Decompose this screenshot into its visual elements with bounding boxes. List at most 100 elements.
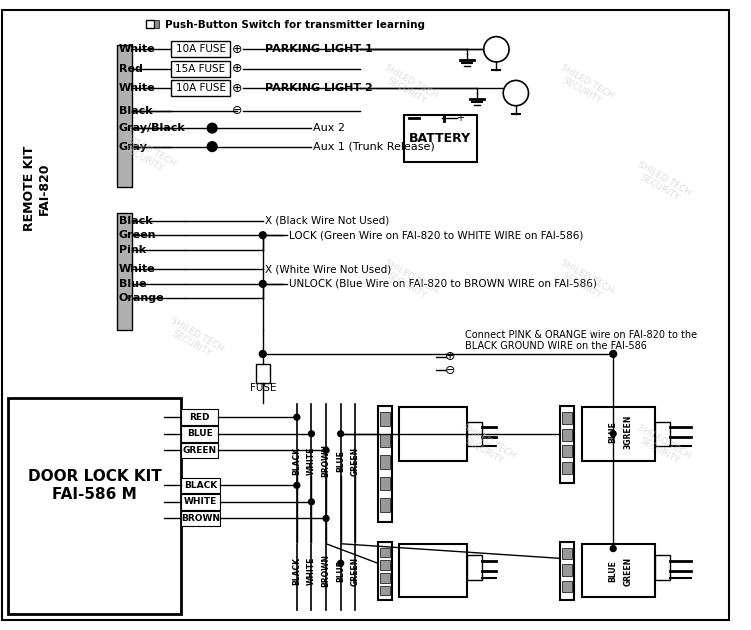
Text: Gray/Black: Gray/Black bbox=[119, 123, 185, 133]
Bar bbox=[655, 556, 670, 580]
Bar bbox=[467, 422, 482, 447]
Text: WHITE: WHITE bbox=[184, 497, 217, 507]
Bar bbox=[181, 442, 218, 458]
Circle shape bbox=[207, 123, 217, 133]
Text: BLUE: BLUE bbox=[609, 421, 617, 443]
Circle shape bbox=[259, 350, 266, 357]
Circle shape bbox=[484, 37, 509, 62]
Text: GREEN: GREEN bbox=[623, 556, 632, 585]
Text: BLACK GROUND WIRE on the FAI-586: BLACK GROUND WIRE on the FAI-586 bbox=[466, 341, 647, 351]
Text: White: White bbox=[119, 83, 155, 93]
Bar bbox=[562, 445, 572, 457]
Text: ⊕: ⊕ bbox=[232, 82, 243, 94]
Bar bbox=[379, 412, 391, 426]
Text: GREEN: GREEN bbox=[182, 446, 216, 455]
Circle shape bbox=[338, 431, 343, 437]
Bar bbox=[379, 573, 391, 583]
Text: 10A FUSE: 10A FUSE bbox=[176, 83, 225, 93]
Bar bbox=[117, 213, 132, 329]
Bar bbox=[379, 433, 391, 447]
Circle shape bbox=[503, 81, 529, 106]
Text: PARKING LIGHT 1: PARKING LIGHT 1 bbox=[265, 44, 372, 54]
Circle shape bbox=[611, 546, 616, 551]
Bar bbox=[117, 45, 132, 186]
Text: BLUE: BLUE bbox=[336, 560, 345, 582]
Text: X (Black Wire Not Used): X (Black Wire Not Used) bbox=[265, 215, 389, 226]
Circle shape bbox=[323, 515, 329, 522]
Bar bbox=[582, 544, 655, 597]
Bar bbox=[562, 462, 572, 474]
Bar bbox=[378, 542, 392, 600]
Text: BLACK: BLACK bbox=[184, 481, 217, 490]
Text: X (White Wire Not Used): X (White Wire Not Used) bbox=[265, 264, 391, 274]
Bar bbox=[559, 406, 575, 483]
Text: WHITE: WHITE bbox=[307, 557, 316, 585]
Bar bbox=[181, 494, 220, 510]
Text: SHILED TECH
SECURITY: SHILED TECH SECURITY bbox=[116, 131, 176, 178]
Bar bbox=[399, 408, 467, 461]
Text: Green: Green bbox=[119, 230, 156, 240]
Bar bbox=[181, 478, 220, 493]
Circle shape bbox=[323, 447, 329, 453]
Text: Black: Black bbox=[119, 215, 152, 226]
Text: SHILED TECH
SECURITY: SHILED TECH SECURITY bbox=[553, 63, 614, 110]
Circle shape bbox=[259, 232, 266, 239]
Text: GREEN: GREEN bbox=[351, 447, 360, 476]
Bar bbox=[379, 585, 391, 595]
Text: BROWN: BROWN bbox=[321, 554, 330, 588]
Text: ⊖: ⊖ bbox=[232, 104, 243, 117]
Text: Red: Red bbox=[119, 64, 143, 74]
FancyBboxPatch shape bbox=[3, 13, 122, 364]
Text: REMOTE KIT
FAI-820: REMOTE KIT FAI-820 bbox=[23, 146, 51, 231]
Bar bbox=[559, 542, 575, 600]
Text: SHILED TECH
SECURITY: SHILED TECH SECURITY bbox=[553, 258, 614, 304]
Bar bbox=[379, 498, 391, 512]
Text: Black: Black bbox=[119, 106, 152, 115]
Bar bbox=[655, 422, 670, 447]
Text: +: + bbox=[457, 113, 464, 123]
Text: DOOR LOCK KIT
FAI-586 M: DOOR LOCK KIT FAI-586 M bbox=[28, 469, 161, 501]
Text: Pink: Pink bbox=[119, 245, 146, 255]
Bar bbox=[562, 429, 572, 440]
Circle shape bbox=[338, 560, 343, 566]
Text: Blue: Blue bbox=[119, 279, 146, 289]
Bar bbox=[404, 115, 477, 162]
Text: 15A FUSE: 15A FUSE bbox=[176, 64, 225, 74]
Text: Connect PINK & ORANGE wire on FAI-820 to the: Connect PINK & ORANGE wire on FAI-820 to… bbox=[466, 331, 698, 340]
Text: White: White bbox=[119, 44, 155, 54]
Text: BLUE: BLUE bbox=[336, 450, 345, 472]
Text: SHILED TECH
SECURITY: SHILED TECH SECURITY bbox=[379, 63, 439, 110]
Bar bbox=[379, 547, 391, 558]
Bar bbox=[181, 410, 218, 425]
Text: RED: RED bbox=[189, 413, 210, 421]
Bar bbox=[181, 511, 220, 526]
Bar bbox=[467, 556, 482, 580]
Bar bbox=[562, 564, 572, 576]
Circle shape bbox=[610, 350, 617, 357]
Text: SHILED TECH
SECURITY: SHILED TECH SECURITY bbox=[164, 316, 225, 363]
Circle shape bbox=[207, 142, 217, 151]
Text: Orange: Orange bbox=[119, 294, 164, 304]
Circle shape bbox=[294, 415, 300, 420]
Bar bbox=[154, 20, 158, 28]
Text: ⊕: ⊕ bbox=[232, 62, 243, 75]
Text: Aux 2: Aux 2 bbox=[313, 123, 345, 133]
Text: WHITE: WHITE bbox=[307, 447, 316, 475]
Text: ⊕: ⊕ bbox=[232, 43, 243, 56]
Bar bbox=[562, 412, 572, 424]
Text: SHILED TECH
SECURITY: SHILED TECH SECURITY bbox=[379, 258, 439, 304]
Circle shape bbox=[309, 431, 315, 437]
Circle shape bbox=[309, 499, 315, 505]
Text: SHILED TECH
SECURITY: SHILED TECH SECURITY bbox=[456, 423, 517, 470]
Bar bbox=[146, 20, 154, 28]
Text: BLUE: BLUE bbox=[187, 429, 213, 438]
Text: ⊕: ⊕ bbox=[445, 350, 455, 364]
Text: ⊖: ⊖ bbox=[445, 364, 455, 377]
Bar bbox=[379, 476, 391, 490]
Text: Aux 1 (Trunk Release): Aux 1 (Trunk Release) bbox=[313, 142, 435, 152]
Bar bbox=[171, 61, 230, 76]
Text: PARKING LIGHT 2: PARKING LIGHT 2 bbox=[265, 83, 372, 93]
Bar bbox=[399, 544, 467, 597]
Text: BLACK: BLACK bbox=[292, 557, 301, 585]
Bar bbox=[171, 42, 230, 57]
